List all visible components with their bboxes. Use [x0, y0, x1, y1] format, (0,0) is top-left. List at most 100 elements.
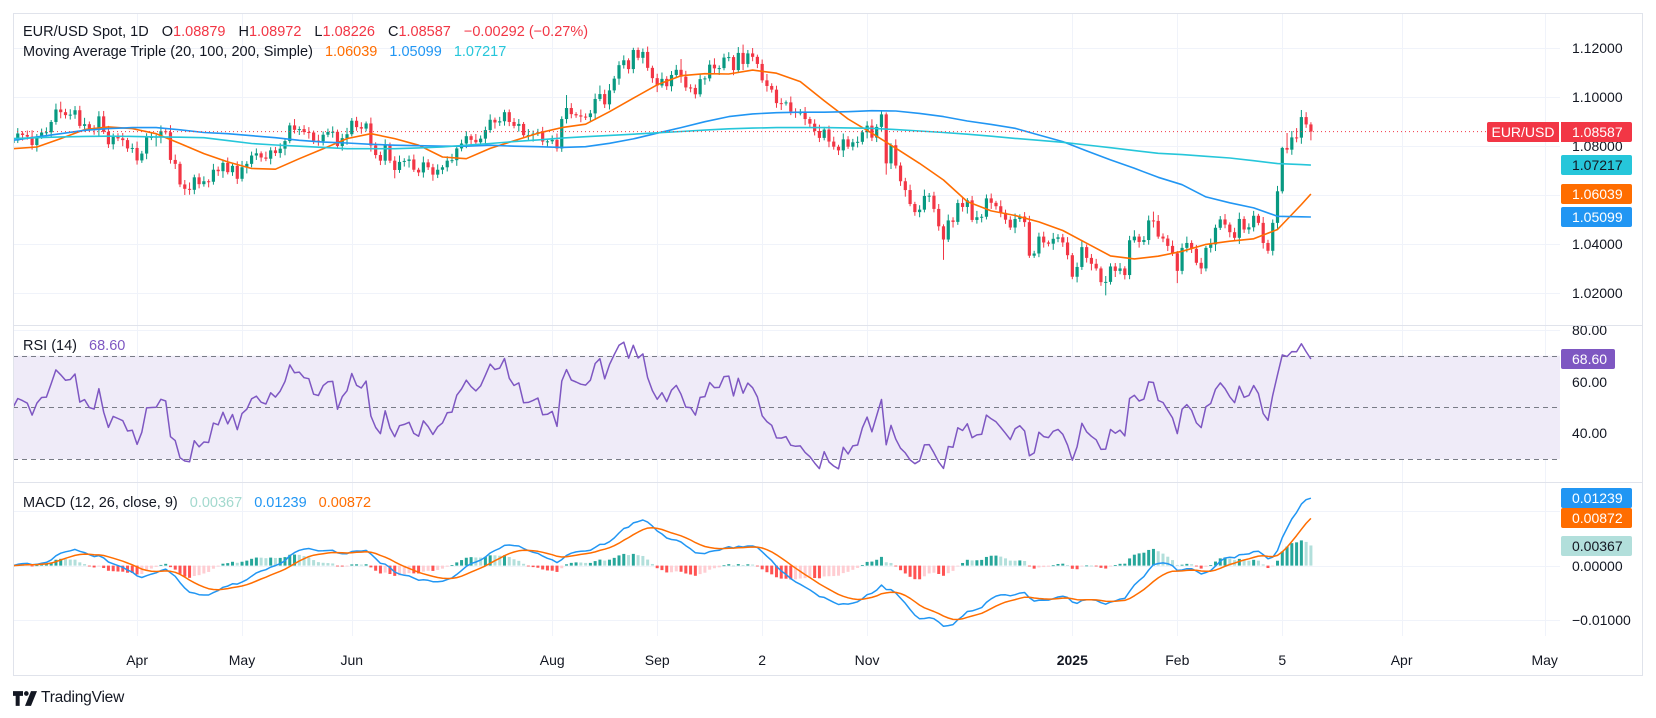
macd-histogram-bar	[1309, 545, 1313, 566]
macd-histogram-bar	[450, 565, 454, 566]
macd-histogram-bar	[44, 564, 48, 566]
candle-body	[803, 112, 807, 120]
candle-body	[1147, 220, 1151, 241]
candle-body	[1142, 240, 1146, 242]
macd-histogram-bar	[522, 563, 526, 566]
time-axis-label: Sep	[644, 652, 670, 668]
candle	[292, 119, 297, 134]
candle-body	[416, 169, 421, 173]
macd-title[interactable]: MACD (12, 26, close, 9)	[23, 495, 178, 511]
macd-histogram-bar	[951, 565, 955, 571]
candle	[1309, 122, 1313, 141]
candle-body	[402, 160, 406, 162]
candle-body	[264, 157, 268, 159]
macd-histogram-bar	[502, 555, 506, 566]
rsi-axis-label: 60.00	[1572, 373, 1608, 390]
macd-histogram-bar	[259, 557, 263, 566]
candle	[674, 64, 678, 78]
candle	[502, 109, 507, 126]
price-scale[interactable]: 1.12000 1.10000 1.08000 1.04000 1.02000	[1561, 13, 1642, 325]
macd-histogram-bar	[660, 565, 664, 571]
candle-body	[1199, 262, 1203, 269]
macd-histogram-bar	[340, 565, 344, 567]
tradingview-logo[interactable]: TradingView	[13, 688, 124, 708]
candle-body	[1294, 137, 1299, 139]
candle	[999, 200, 1003, 218]
sma-200-line	[13, 126, 1311, 166]
macd-histogram-bar	[121, 565, 125, 572]
candle-body	[183, 184, 187, 189]
macd-histogram-bar	[588, 562, 592, 566]
candle-body	[836, 146, 841, 151]
candle	[751, 48, 755, 62]
macd-histogram-bar	[784, 565, 788, 579]
candle	[617, 61, 621, 85]
candle-body	[1180, 247, 1184, 271]
candle-body	[903, 181, 907, 191]
macd-histogram-bar	[803, 565, 807, 579]
candle-body	[860, 132, 864, 142]
candle	[1056, 234, 1060, 243]
candle-body	[49, 121, 53, 133]
candle	[221, 159, 225, 178]
candle-body	[1070, 255, 1074, 277]
candle	[1132, 230, 1136, 243]
candle-body	[326, 132, 330, 135]
candle	[498, 116, 502, 126]
rsi-line	[13, 341, 1312, 470]
candle-body	[20, 133, 25, 135]
macd-histogram-bar	[464, 557, 468, 566]
candle-body	[63, 112, 68, 116]
rsi-title[interactable]: RSI (14)	[23, 338, 77, 354]
candle-body	[116, 136, 120, 139]
candle-body	[1218, 219, 1222, 228]
candle	[259, 151, 263, 162]
macd-histogram-bar	[903, 565, 907, 574]
candle-body	[1204, 247, 1208, 269]
candle-body	[999, 206, 1003, 213]
candle-body	[569, 108, 573, 115]
candle	[851, 138, 855, 151]
candle	[655, 73, 659, 93]
candle	[941, 224, 946, 260]
candle	[1065, 237, 1070, 260]
candle-body	[173, 159, 177, 164]
macd-histogram-bar	[1123, 563, 1127, 566]
candle-body	[135, 147, 139, 161]
candle	[1104, 276, 1108, 296]
macd-histogram-bar	[1094, 565, 1098, 567]
candle	[421, 156, 425, 178]
candle	[230, 163, 235, 176]
macd-histogram-bar	[1118, 563, 1122, 566]
candle	[855, 136, 860, 148]
macd-histogram-bar	[636, 555, 640, 566]
rsi-scale[interactable]: 80.00 60.00 40.00	[1561, 326, 1642, 482]
candle	[894, 139, 898, 169]
macd-histogram-bar	[536, 565, 540, 568]
macd-histogram-bar	[1204, 565, 1208, 567]
macd-scale[interactable]: 0.00000 −0.01000	[1561, 483, 1642, 634]
candle-body	[984, 198, 989, 217]
macd-histogram-bar	[216, 565, 220, 567]
ma-title[interactable]: Moving Average Triple (20, 100, 200, Sim…	[23, 44, 313, 60]
macd-histogram-bar	[68, 559, 72, 566]
macd-axis-label: 0.00000	[1572, 557, 1623, 574]
candle	[297, 126, 301, 135]
symbol-title[interactable]: EUR/USD Spot, 1D	[23, 24, 149, 40]
candle-body	[1299, 117, 1303, 138]
candle	[211, 163, 216, 185]
candle-body	[359, 127, 363, 129]
candle-body	[1099, 268, 1103, 283]
ohlc-open: O1.08879	[162, 24, 226, 40]
candle-body	[693, 87, 697, 95]
candle-body	[1051, 238, 1055, 244]
candle	[746, 49, 750, 68]
macd-histogram-bar	[712, 565, 716, 569]
macd-histogram-bar	[851, 565, 855, 570]
macd-histogram-bar	[102, 565, 106, 569]
macd-histogram-bar	[455, 562, 459, 566]
macd-histogram-bar	[1175, 564, 1179, 566]
candle	[693, 84, 697, 99]
macd-histogram-bar	[941, 565, 945, 576]
candle	[1228, 222, 1232, 238]
